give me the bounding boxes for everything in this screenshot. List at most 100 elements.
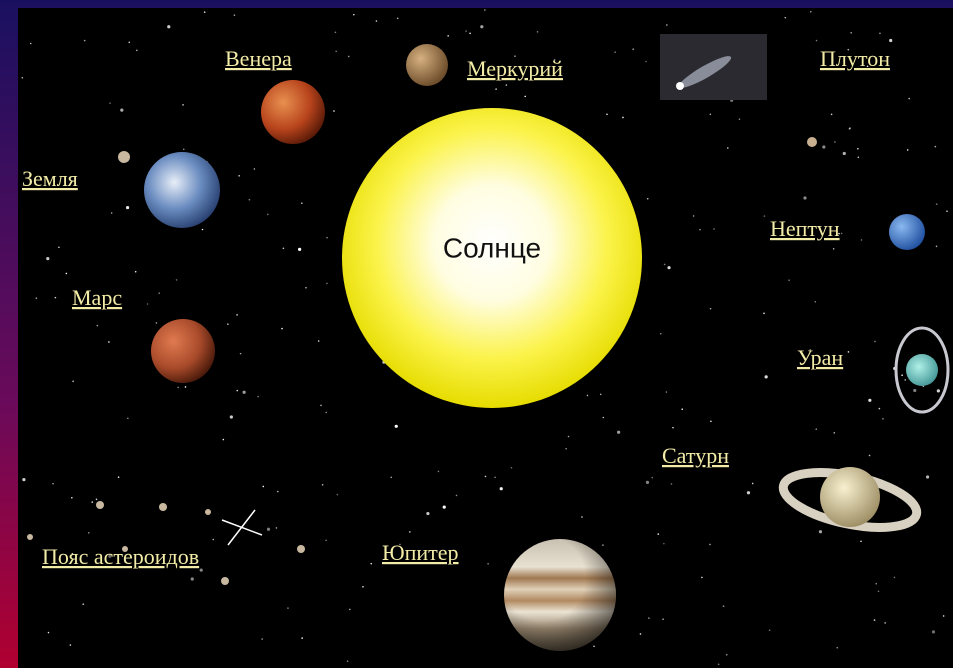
star	[484, 9, 486, 11]
star	[568, 436, 570, 438]
star	[447, 35, 449, 37]
star	[22, 478, 25, 481]
star	[438, 471, 440, 473]
star	[287, 607, 289, 609]
earth	[144, 152, 220, 228]
star	[48, 632, 50, 634]
star	[506, 84, 508, 86]
star	[833, 248, 835, 250]
label: Земля	[22, 166, 78, 191]
star	[662, 618, 664, 620]
star	[22, 77, 24, 79]
star	[261, 638, 263, 640]
star	[236, 314, 238, 316]
star	[353, 14, 355, 16]
star	[874, 341, 876, 343]
star	[202, 229, 204, 231]
star	[320, 405, 322, 407]
star	[850, 32, 852, 34]
star	[699, 229, 701, 231]
star	[647, 198, 649, 200]
star	[646, 481, 649, 484]
star	[907, 149, 909, 151]
star	[335, 51, 337, 53]
star	[212, 539, 214, 541]
star	[348, 56, 350, 58]
star	[764, 215, 766, 217]
star	[581, 516, 583, 518]
star	[238, 175, 240, 177]
star	[96, 499, 98, 501]
star	[849, 127, 851, 129]
star	[301, 202, 303, 204]
star	[908, 98, 910, 100]
star	[97, 325, 99, 327]
star	[843, 152, 846, 155]
star	[593, 645, 595, 647]
page: Солнце Венера Меркурий Плутон Земля Непт…	[0, 0, 953, 668]
star	[709, 544, 711, 546]
star	[46, 257, 49, 260]
star	[262, 486, 264, 488]
star	[946, 210, 948, 212]
star	[857, 148, 859, 150]
star	[913, 389, 916, 392]
star	[277, 491, 279, 493]
label: Уран	[797, 345, 843, 370]
star	[167, 25, 170, 28]
star	[305, 287, 307, 289]
star	[118, 476, 120, 478]
star	[701, 577, 703, 579]
star	[666, 24, 668, 26]
mercury	[406, 44, 448, 86]
star	[494, 477, 496, 479]
star	[30, 43, 32, 45]
star	[469, 33, 471, 35]
star	[848, 351, 850, 353]
star	[815, 301, 817, 303]
star	[349, 609, 351, 611]
label: Венера	[225, 46, 292, 71]
jupiter-shade	[504, 539, 616, 651]
star	[234, 14, 236, 16]
star	[617, 431, 620, 434]
star	[645, 61, 647, 63]
star	[456, 495, 458, 497]
star	[480, 25, 483, 28]
star	[587, 395, 589, 397]
star	[135, 271, 137, 273]
star	[128, 42, 130, 44]
star	[602, 544, 604, 546]
star	[500, 487, 503, 490]
star	[882, 418, 884, 420]
star	[943, 615, 945, 617]
star	[657, 533, 659, 535]
pluto	[807, 137, 817, 147]
star	[726, 654, 728, 656]
label: Юпитер	[382, 540, 459, 565]
star	[325, 412, 327, 414]
label: Плутон	[820, 46, 890, 71]
star	[878, 590, 880, 592]
star	[784, 17, 786, 19]
star	[326, 283, 328, 285]
star	[810, 11, 812, 13]
star	[370, 563, 372, 565]
star	[109, 102, 111, 104]
star	[183, 148, 185, 150]
star	[337, 494, 339, 496]
star	[395, 425, 398, 428]
star	[185, 386, 187, 388]
star	[301, 637, 303, 639]
star	[936, 203, 938, 205]
star	[875, 583, 877, 585]
star	[36, 297, 38, 299]
star	[693, 215, 695, 217]
star	[267, 528, 270, 531]
star	[91, 501, 93, 503]
star	[600, 394, 602, 396]
star	[763, 313, 765, 315]
star	[326, 237, 328, 239]
star	[932, 630, 935, 633]
star	[267, 214, 269, 216]
